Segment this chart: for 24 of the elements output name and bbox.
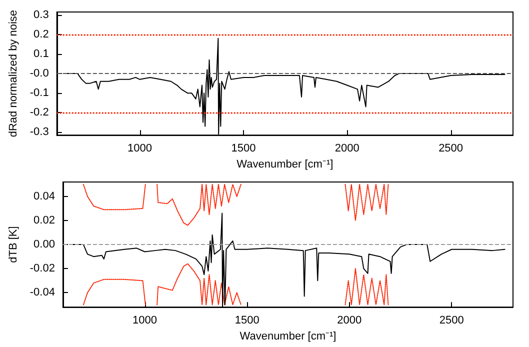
x-tick-label: 2500 (439, 314, 464, 327)
x-tick-label: 1000 (132, 314, 158, 327)
x-tick-label: 1500 (231, 142, 256, 155)
x-tick-label: 2000 (337, 314, 362, 327)
y-tick-label: 0.02 (34, 214, 55, 226)
x-axis-title: Wavenumber [cm⁻¹] (236, 158, 334, 170)
y-tick-label: -0.3 (30, 126, 49, 138)
y-tick-label: 0.3 (34, 8, 49, 21)
y-tick-label: 0.04 (34, 190, 55, 202)
y-axis-title: dRad normalized by noise (8, 10, 20, 138)
x-tick-label: 1000 (128, 142, 152, 155)
y-tick-label: -0.2 (30, 106, 49, 119)
x-tick-label: 1500 (234, 314, 260, 327)
y-tick-label: 0.00 (34, 238, 55, 251)
y-axis-title: dTB [K] (8, 226, 20, 263)
x-tick-label: 2500 (438, 142, 464, 155)
x-axis-title: Wavenumber [cm⁻¹] (240, 330, 336, 342)
y-tick-label: -0.1 (30, 87, 49, 100)
y-tick-label: 0.2 (34, 28, 49, 40)
y-tick-label: -0.02 (30, 262, 55, 275)
y-tick-label: -0.0 (30, 68, 49, 80)
y-tick-label: -0.04 (30, 286, 55, 299)
x-tick-label: 2000 (334, 142, 360, 155)
y-tick-label: 0.1 (34, 48, 49, 60)
